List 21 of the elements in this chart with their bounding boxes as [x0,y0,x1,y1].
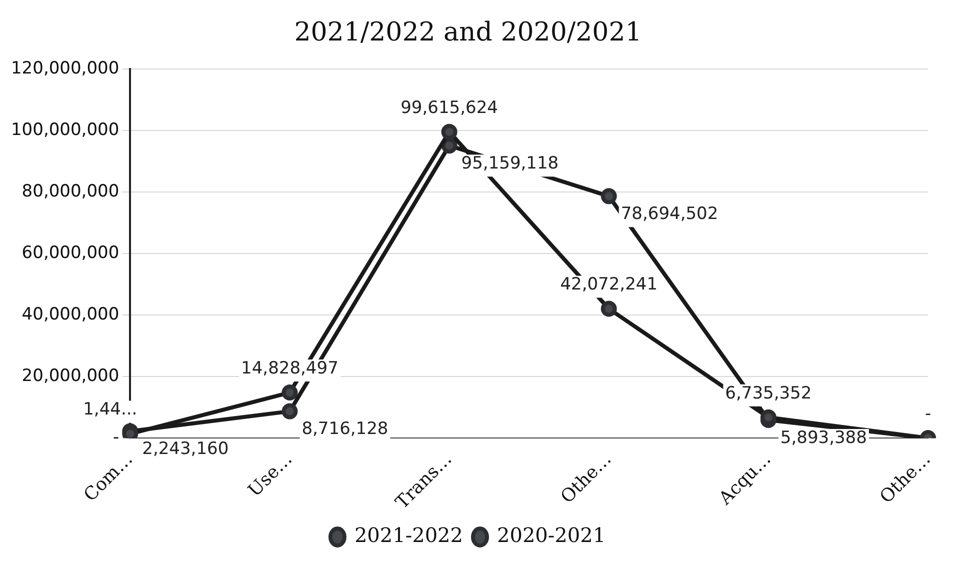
y-tick-label: - [113,428,120,448]
y-tick-label: 80,000,000 [22,182,120,202]
data-label: 6,735,352 [725,383,812,404]
data-label: - [924,404,932,424]
y-tick-label: 60,000,000 [22,243,120,264]
legend-label: 2021-2022 [354,523,464,548]
data-label: 95,159,118 [461,153,559,174]
legend-label: 2020-2021 [497,523,606,548]
data-label: 1,44... [83,400,138,420]
data-label: 42,072,241 [560,274,658,295]
data-label: 8,716,128 [302,419,388,440]
data-label: 78,694,502 [620,204,718,224]
y-tick-label: 40,000,000 [22,304,120,325]
data-label: 5,893,388 [780,428,867,448]
data-label: 2,243,160 [142,439,229,460]
y-tick-label: 120,000,000 [10,58,120,79]
data-label: 99,615,624 [400,98,498,118]
y-tick-label: 100,000,000 [10,120,120,140]
y-tick-label: 20,000,000 [22,366,120,386]
chart-title: 2021/2022 and 2020/2021 [294,17,642,48]
data-label: 14,828,497 [241,358,338,378]
